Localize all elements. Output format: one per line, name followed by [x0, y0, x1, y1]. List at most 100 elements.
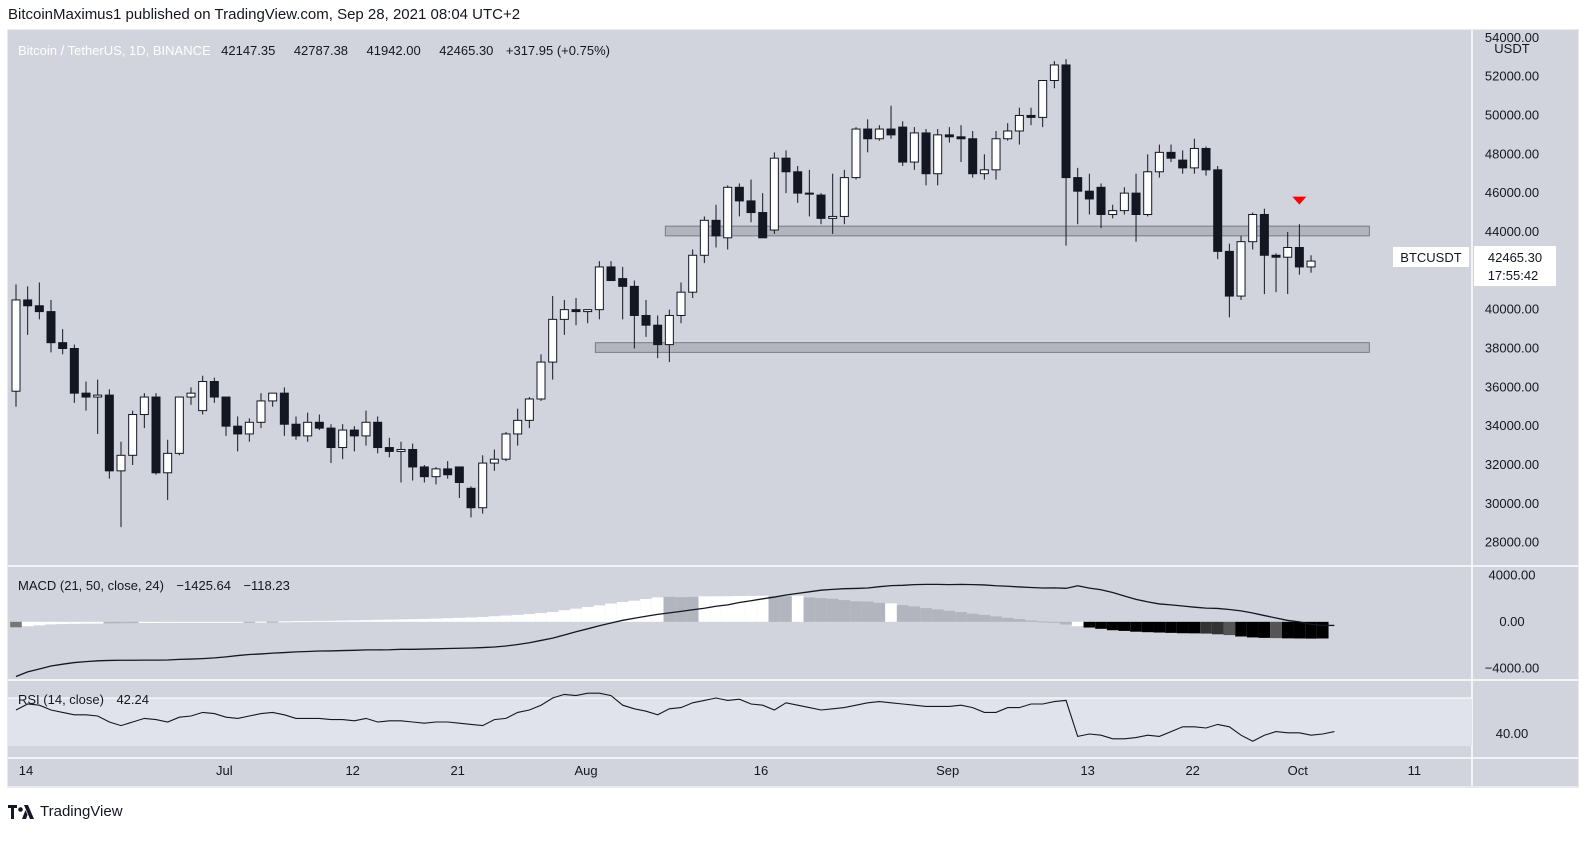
macd-histogram-bar [780, 596, 792, 622]
macd-histogram-bar [91, 621, 104, 624]
price-tick-label: 36000.00 [1485, 379, 1539, 394]
candle-body [11, 299, 21, 392]
macd-histogram-bar [255, 621, 267, 623]
candle [1189, 138, 1199, 174]
candle [571, 298, 581, 326]
candle-body [501, 433, 511, 460]
candle-body [1271, 254, 1281, 258]
candle [828, 173, 838, 234]
candle [23, 286, 33, 335]
macd-series [10, 583, 1335, 678]
candle [11, 284, 21, 407]
candle [688, 249, 698, 298]
macd-histogram-bar [1095, 621, 1107, 629]
macd-histogram-bar [663, 596, 676, 622]
macd-histogram-bar [383, 619, 396, 622]
macd-tick-label: 4000.00 [1489, 567, 1536, 582]
candle-body [349, 429, 359, 437]
candle [361, 410, 371, 446]
date-tick-label: 16 [754, 763, 768, 778]
macd-histogram-bar [1316, 621, 1329, 639]
macd-histogram-bar [581, 606, 594, 622]
footer-brand: TradingView [40, 803, 123, 820]
candle-body [23, 299, 33, 307]
candle [1131, 173, 1141, 242]
macd-histogram-bar [453, 617, 466, 622]
candle-body [1131, 192, 1141, 215]
candle-body [338, 429, 348, 449]
candle-body [851, 128, 861, 179]
macd-histogram-bar [1281, 621, 1294, 639]
date-tick-label: 22 [1185, 763, 1199, 778]
candle-body [104, 394, 114, 472]
macd-histogram-bar [243, 621, 256, 623]
macd-histogram-bar [1130, 621, 1142, 632]
candle [1259, 208, 1269, 295]
macd-histogram-bar [1270, 621, 1282, 639]
candle-body [163, 452, 173, 474]
rsi-tick-label: 40.00 [1496, 726, 1529, 741]
publish-header: BitcoinMaximus1 published on TradingView… [8, 6, 521, 23]
candle [1283, 231, 1293, 295]
candle-body [466, 487, 476, 509]
bar-countdown: 17:55:42 [1488, 268, 1539, 283]
candle [279, 387, 289, 436]
candle [769, 152, 779, 234]
candle-body [1189, 147, 1199, 169]
candle-body [279, 392, 289, 425]
macd-histogram-bar [1293, 621, 1306, 639]
candle-body [69, 347, 79, 394]
candle-body [1248, 213, 1258, 243]
macd-histogram-bar [441, 618, 454, 622]
macd-histogram-bar [348, 620, 361, 622]
candle-body [1084, 190, 1094, 200]
macd-histogram-bar [931, 609, 944, 622]
candle-body [1201, 147, 1211, 171]
symbol-label-box [1393, 247, 1469, 267]
macd-histogram-bar [1060, 621, 1072, 625]
candle [804, 169, 814, 217]
price-ticks: 54000.00 52000.00 50000.00 48000.00 46000.00… [1485, 30, 1539, 550]
candle-body [1283, 247, 1293, 258]
candle-body [1049, 64, 1059, 81]
candle-body [1213, 169, 1223, 252]
macd-histogram-bar [418, 618, 431, 622]
macd-histogram-bar [861, 601, 874, 622]
macd-histogram-bar [605, 603, 617, 622]
candle [1294, 224, 1304, 275]
candle-body [244, 421, 254, 435]
candle [466, 486, 476, 518]
candle-body [1014, 114, 1024, 132]
macd-histogram-bar [651, 597, 664, 622]
candle [1073, 167, 1083, 225]
candle [583, 309, 593, 324]
candle [664, 309, 674, 363]
last-price-tag [1474, 246, 1556, 286]
date-tick-label: 12 [345, 763, 359, 778]
candle [81, 381, 91, 411]
candle-body [688, 254, 698, 293]
candle-body [606, 266, 616, 282]
candle [174, 396, 184, 456]
candle-body [81, 392, 91, 398]
candle-body [1259, 213, 1269, 256]
candle [886, 105, 896, 139]
price-tick-label: 38000.00 [1485, 340, 1539, 355]
rsi-series [8, 692, 1472, 746]
candle-body [804, 192, 814, 195]
macd-histogram-bar [826, 598, 839, 622]
macd-histogram-bar [1048, 621, 1061, 623]
macd-histogram-bar [430, 618, 442, 622]
macd-histogram-bar [33, 621, 46, 626]
candle-body [128, 414, 138, 456]
macd-histogram-bar [640, 599, 652, 622]
macd-histogram-bar [1013, 619, 1026, 622]
candle [34, 282, 44, 320]
legend-high: 42787.38 [294, 43, 348, 58]
candle-body [1073, 177, 1083, 192]
candle [431, 466, 441, 485]
candle [618, 266, 628, 320]
macd-histogram-bar [395, 619, 407, 622]
macd-histogram-bar [721, 596, 734, 622]
macd-histogram-bar [1223, 621, 1236, 636]
